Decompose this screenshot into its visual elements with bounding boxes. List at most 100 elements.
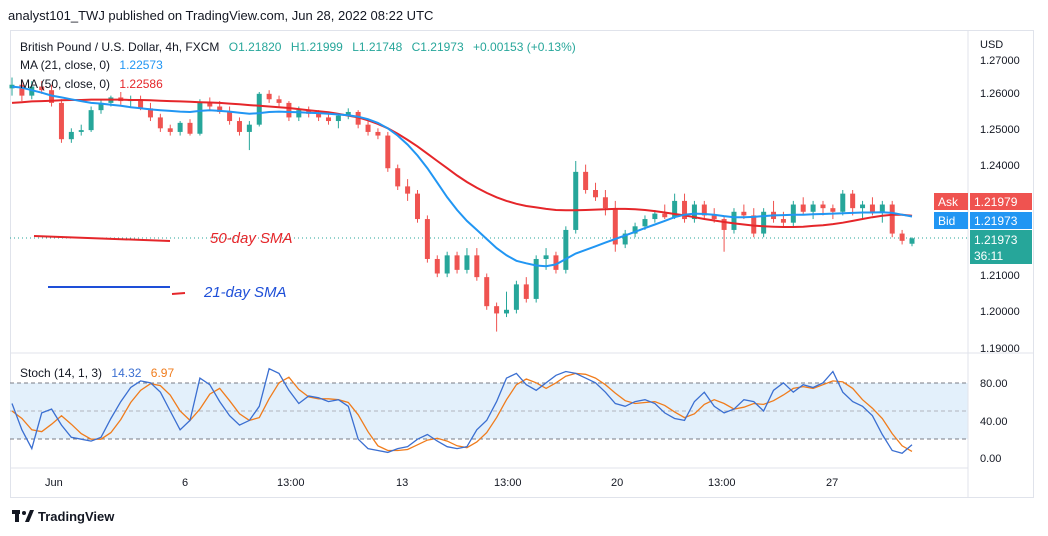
candle-up (533, 258, 539, 299)
symbol-name: British Pound / U.S. Dollar, 4h, FXCM (20, 40, 220, 54)
bid-value: 1.21973 (970, 212, 1032, 229)
candle-up (68, 131, 74, 140)
candle-down (494, 306, 500, 314)
price-tick: 1.21000 (980, 270, 1020, 282)
candle-up (642, 219, 648, 227)
ma21-line (11, 85, 913, 268)
candle-up (840, 193, 846, 212)
price-axis-currency: USD (980, 39, 1003, 51)
candle-up (98, 102, 104, 111)
tradingview-footer[interactable]: TradingView (12, 509, 114, 524)
symbol-legend[interactable]: British Pound / U.S. Dollar, 4h, FXCM O1… (20, 40, 576, 54)
candle-up (256, 93, 262, 125)
candle-up (296, 110, 302, 118)
candle-down (325, 117, 331, 122)
price-tick: 1.27000 (980, 55, 1020, 67)
candle-down (612, 208, 618, 245)
price-tick: 1.25000 (980, 124, 1020, 136)
candle-down (286, 102, 292, 118)
price-axis[interactable]: USD 1.27000 1.26000 1.25000 1.24000 1.21… (980, 39, 1020, 355)
candle-down (711, 215, 717, 220)
candle-down (454, 255, 460, 270)
chart-frame[interactable] (10, 30, 1034, 498)
stoch-axis[interactable]: 80.00 40.00 0.00 (980, 378, 1008, 465)
candle-up (464, 255, 470, 270)
candle-up (345, 111, 351, 116)
ma21-legend[interactable]: MA (21, close, 0) 1.22573 (20, 58, 163, 72)
time-tick: 20 (611, 477, 623, 489)
candle-up (543, 255, 549, 259)
ohlc-low: L1.21748 (352, 40, 403, 54)
sma50-annotation-line (33, 235, 171, 242)
time-tick: 13:00 (708, 477, 736, 489)
price-tick: 1.24000 (980, 160, 1020, 172)
candle-up (860, 204, 866, 209)
ma21-value: 1.22573 (119, 58, 163, 72)
bid-label: Bid (934, 212, 968, 229)
candle-up (88, 110, 94, 131)
candle-down (187, 122, 193, 134)
ma50-line (11, 98, 913, 228)
bar-countdown: 36:11 (974, 249, 1004, 263)
candle-down (266, 93, 272, 100)
ask-value: 1.21979 (970, 193, 1032, 210)
candle-down (395, 168, 401, 187)
candle-up (177, 122, 183, 132)
time-tick: 6 (182, 477, 188, 489)
candle-down (167, 128, 173, 132)
candle-down (405, 186, 411, 194)
price-tick: 1.19000 (980, 343, 1020, 355)
candle-down (889, 204, 895, 234)
last-price-tag: 1.21973 36:11 (970, 230, 1032, 264)
ohlc-close: C1.21973 (411, 40, 464, 54)
candles (9, 77, 915, 332)
candle-down (583, 171, 589, 191)
time-tick: Jun (45, 477, 63, 489)
candle-up (622, 233, 628, 245)
time-axis[interactable]: Jun 6 13:00 13 13:00 20 13:00 27 (45, 477, 838, 489)
stoch-legend[interactable]: Stoch (14, 1, 3) 14.32 6.97 (20, 366, 174, 380)
candle-down (424, 219, 430, 259)
candle-down (602, 197, 608, 209)
candle-up (761, 211, 767, 234)
stoch-label: Stoch (14, 1, 3) (20, 366, 103, 380)
candle-down (682, 200, 688, 220)
candle-down (236, 121, 242, 132)
candle-up (632, 226, 638, 234)
ohlc-change: +0.00153 (+0.13%) (473, 40, 576, 54)
candle-up (731, 211, 737, 230)
ma21-label: MA (21, close, 0) (20, 58, 111, 72)
sma50-annotation: 50-day SMA (210, 230, 293, 247)
candle-up (504, 309, 510, 314)
candle-up (573, 171, 579, 230)
ma50-label: MA (50, close, 0) (20, 77, 111, 91)
candle-down (701, 204, 707, 216)
candle-down (365, 124, 371, 132)
last-price-value: 1.21973 (974, 233, 1018, 247)
candle-down (751, 215, 757, 234)
candle-down (316, 113, 322, 118)
candle-down (820, 204, 826, 209)
candle-down (593, 190, 599, 198)
candle-up (691, 204, 697, 220)
candle-down (385, 135, 391, 169)
candle-down (741, 211, 747, 216)
candle-up (652, 213, 658, 220)
candle-down (474, 255, 480, 278)
stoch-tick: 80.00 (980, 378, 1008, 390)
candle-up (197, 102, 203, 134)
time-tick: 27 (826, 477, 838, 489)
candle-up (563, 229, 569, 270)
candle-up (909, 238, 915, 244)
candle-down (800, 204, 806, 212)
candle-down (19, 84, 25, 96)
ma50-legend[interactable]: MA (50, close, 0) 1.22586 (20, 77, 163, 91)
candle-down (662, 213, 668, 218)
publisher-line: analyst101_TWJ published on TradingView.… (8, 8, 434, 23)
candle-down (523, 284, 529, 299)
stoch-tick: 40.00 (980, 416, 1008, 428)
candle-down (276, 99, 282, 103)
sma21-annotation: 21-day SMA (204, 284, 287, 301)
candle-up (246, 124, 252, 132)
